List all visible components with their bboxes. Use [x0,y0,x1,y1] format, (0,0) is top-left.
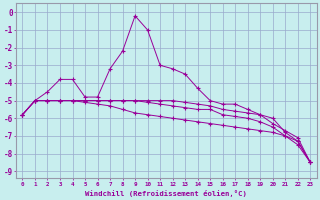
X-axis label: Windchill (Refroidissement éolien,°C): Windchill (Refroidissement éolien,°C) [85,190,247,197]
